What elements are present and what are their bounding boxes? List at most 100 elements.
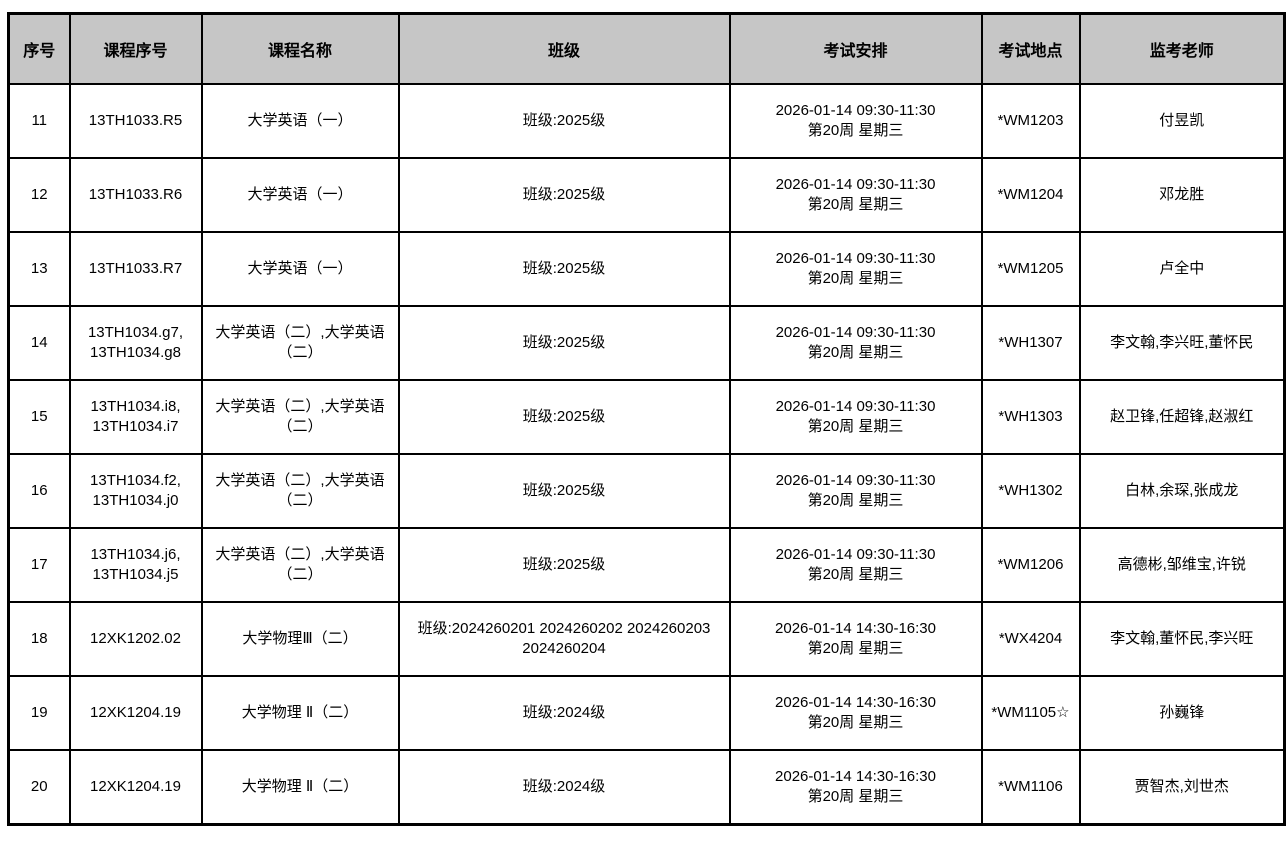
cell-invigilators: 李文翰,董怀民,李兴旺 bbox=[1078, 601, 1286, 677]
cell-invigilators: 贾智杰,刘世杰 bbox=[1078, 749, 1286, 826]
cell-course-name: 大学物理Ⅲ（二） bbox=[200, 601, 400, 677]
cell-exam-location: *WM1203 bbox=[980, 83, 1081, 159]
table-row: 12 13TH1033.R6 大学英语（一） 班级:2025级 2026-01-… bbox=[7, 157, 1286, 233]
cell-course-code: 13TH1034.f2, 13TH1034.j0 bbox=[68, 453, 203, 529]
cell-exam-schedule: 2026-01-14 09:30-11:30 第20周 星期三 bbox=[728, 305, 983, 381]
cell-exam-location: *WM1205 bbox=[980, 231, 1081, 307]
exam-datetime: 2026-01-14 09:30-11:30 bbox=[775, 545, 936, 563]
exam-datetime: 2026-01-14 09:30-11:30 bbox=[775, 249, 936, 267]
cell-class: 班级:2025级 bbox=[397, 157, 731, 233]
cell-course-code: 13TH1033.R5 bbox=[68, 83, 203, 159]
cell-invigilators: 付昱凯 bbox=[1078, 83, 1286, 159]
cell-course-code: 13TH1034.g7, 13TH1034.g8 bbox=[68, 305, 203, 381]
cell-seq: 19 bbox=[7, 675, 71, 751]
cell-course-name: 大学英语（二）,大学英语（二） bbox=[200, 305, 400, 381]
col-header-course-code: 课程序号 bbox=[68, 12, 203, 85]
cell-exam-schedule: 2026-01-14 09:30-11:30 第20周 星期三 bbox=[728, 527, 983, 603]
cell-exam-schedule: 2026-01-14 09:30-11:30 第20周 星期三 bbox=[728, 83, 983, 159]
cell-seq: 16 bbox=[7, 453, 71, 529]
cell-invigilators: 邓龙胜 bbox=[1078, 157, 1286, 233]
exam-week: 第20周 星期三 bbox=[807, 418, 904, 435]
cell-exam-location: *WH1302 bbox=[980, 453, 1081, 529]
cell-course-name: 大学英语（二）,大学英语（二） bbox=[200, 453, 400, 529]
exam-datetime: 2026-01-14 09:30-11:30 bbox=[775, 323, 936, 341]
cell-class: 班级:2024260201 2024260202 2024260203 2024… bbox=[397, 601, 731, 677]
cell-class: 班级:2025级 bbox=[397, 527, 731, 603]
cell-course-code: 12XK1204.19 bbox=[68, 749, 203, 826]
cell-course-code: 12XK1202.02 bbox=[68, 601, 203, 677]
cell-exam-schedule: 2026-01-14 09:30-11:30 第20周 星期三 bbox=[728, 157, 983, 233]
cell-exam-location: *WM1204 bbox=[980, 157, 1081, 233]
exam-datetime: 2026-01-14 14:30-16:30 bbox=[775, 693, 936, 711]
exam-datetime: 2026-01-14 09:30-11:30 bbox=[775, 471, 936, 489]
cell-course-code: 13TH1033.R6 bbox=[68, 157, 203, 233]
exam-datetime: 2026-01-14 09:30-11:30 bbox=[775, 397, 936, 415]
cell-seq: 13 bbox=[7, 231, 71, 307]
cell-class: 班级:2025级 bbox=[397, 305, 731, 381]
exam-week: 第20周 星期三 bbox=[807, 640, 904, 657]
cell-course-name: 大学英语（一） bbox=[200, 157, 400, 233]
cell-course-name: 大学英语（二）,大学英语（二） bbox=[200, 379, 400, 455]
col-header-course-name: 课程名称 bbox=[200, 12, 400, 85]
table-row: 15 13TH1034.i8, 13TH1034.i7 大学英语（二）,大学英语… bbox=[7, 379, 1286, 455]
cell-invigilators: 白林,余琛,张成龙 bbox=[1078, 453, 1286, 529]
exam-week: 第20周 星期三 bbox=[807, 196, 904, 213]
cell-exam-location: *WH1303 bbox=[980, 379, 1081, 455]
cell-invigilators: 高德彬,邹维宝,许锐 bbox=[1078, 527, 1286, 603]
cell-course-name: 大学物理 Ⅱ（二） bbox=[200, 675, 400, 751]
cell-course-name: 大学物理 Ⅱ（二） bbox=[200, 749, 400, 826]
exam-week: 第20周 星期三 bbox=[807, 270, 904, 287]
table-row: 20 12XK1204.19 大学物理 Ⅱ（二） 班级:2024级 2026-0… bbox=[7, 749, 1286, 826]
col-header-invigilators: 监考老师 bbox=[1078, 12, 1286, 85]
cell-exam-schedule: 2026-01-14 14:30-16:30 第20周 星期三 bbox=[728, 675, 983, 751]
cell-course-name: 大学英语（二）,大学英语（二） bbox=[200, 527, 400, 603]
exam-week: 第20周 星期三 bbox=[807, 566, 904, 583]
cell-seq: 17 bbox=[7, 527, 71, 603]
cell-exam-schedule: 2026-01-14 14:30-16:30 第20周 星期三 bbox=[728, 749, 983, 826]
exam-week: 第20周 星期三 bbox=[807, 122, 904, 139]
table-row: 11 13TH1033.R5 大学英语（一） 班级:2025级 2026-01-… bbox=[7, 83, 1286, 159]
cell-class: 班级:2024级 bbox=[397, 749, 731, 826]
cell-seq: 18 bbox=[7, 601, 71, 677]
cell-course-code: 13TH1034.i8, 13TH1034.i7 bbox=[68, 379, 203, 455]
exam-datetime: 2026-01-14 14:30-16:30 bbox=[775, 619, 936, 637]
exam-week: 第20周 星期三 bbox=[807, 344, 904, 361]
table-row: 19 12XK1204.19 大学物理 Ⅱ（二） 班级:2024级 2026-0… bbox=[7, 675, 1286, 751]
col-header-exam-schedule: 考试安排 bbox=[728, 12, 983, 85]
cell-invigilators: 卢全中 bbox=[1078, 231, 1286, 307]
table-row: 17 13TH1034.j6, 13TH1034.j5 大学英语（二）,大学英语… bbox=[7, 527, 1286, 603]
cell-seq: 14 bbox=[7, 305, 71, 381]
cell-course-name: 大学英语（一） bbox=[200, 231, 400, 307]
cell-exam-schedule: 2026-01-14 09:30-11:30 第20周 星期三 bbox=[728, 453, 983, 529]
col-header-seq: 序号 bbox=[7, 12, 71, 85]
table-row: 13 13TH1033.R7 大学英语（一） 班级:2025级 2026-01-… bbox=[7, 231, 1286, 307]
exam-week: 第20周 星期三 bbox=[807, 492, 904, 509]
exam-datetime: 2026-01-14 09:30-11:30 bbox=[775, 101, 936, 119]
cell-invigilators: 赵卫锋,任超锋,赵淑红 bbox=[1078, 379, 1286, 455]
cell-course-name: 大学英语（一） bbox=[200, 83, 400, 159]
cell-exam-location: *WH1307 bbox=[980, 305, 1081, 381]
col-header-class: 班级 bbox=[397, 12, 731, 85]
cell-invigilators: 李文翰,李兴旺,董怀民 bbox=[1078, 305, 1286, 381]
cell-exam-location: *WM1206 bbox=[980, 527, 1081, 603]
cell-exam-location: *WM1105☆ bbox=[980, 675, 1081, 751]
exam-datetime: 2026-01-14 09:30-11:30 bbox=[775, 175, 936, 193]
cell-class: 班级:2025级 bbox=[397, 231, 731, 307]
cell-course-code: 13TH1034.j6, 13TH1034.j5 bbox=[68, 527, 203, 603]
cell-class: 班级:2025级 bbox=[397, 83, 731, 159]
cell-invigilators: 孙巍锋 bbox=[1078, 675, 1286, 751]
cell-seq: 20 bbox=[7, 749, 71, 826]
exam-week: 第20周 星期三 bbox=[807, 714, 904, 731]
cell-exam-location: *WX4204 bbox=[980, 601, 1081, 677]
table-row: 18 12XK1202.02 大学物理Ⅲ（二） 班级:2024260201 20… bbox=[7, 601, 1286, 677]
table-row: 14 13TH1034.g7, 13TH1034.g8 大学英语（二）,大学英语… bbox=[7, 305, 1286, 381]
cell-class: 班级:2024级 bbox=[397, 675, 731, 751]
cell-exam-schedule: 2026-01-14 14:30-16:30 第20周 星期三 bbox=[728, 601, 983, 677]
cell-class: 班级:2025级 bbox=[397, 453, 731, 529]
cell-exam-location: *WM1106 bbox=[980, 749, 1081, 826]
cell-course-code: 12XK1204.19 bbox=[68, 675, 203, 751]
col-header-exam-location: 考试地点 bbox=[980, 12, 1081, 85]
exam-week: 第20周 星期三 bbox=[807, 788, 904, 805]
cell-class: 班级:2025级 bbox=[397, 379, 731, 455]
cell-seq: 15 bbox=[7, 379, 71, 455]
